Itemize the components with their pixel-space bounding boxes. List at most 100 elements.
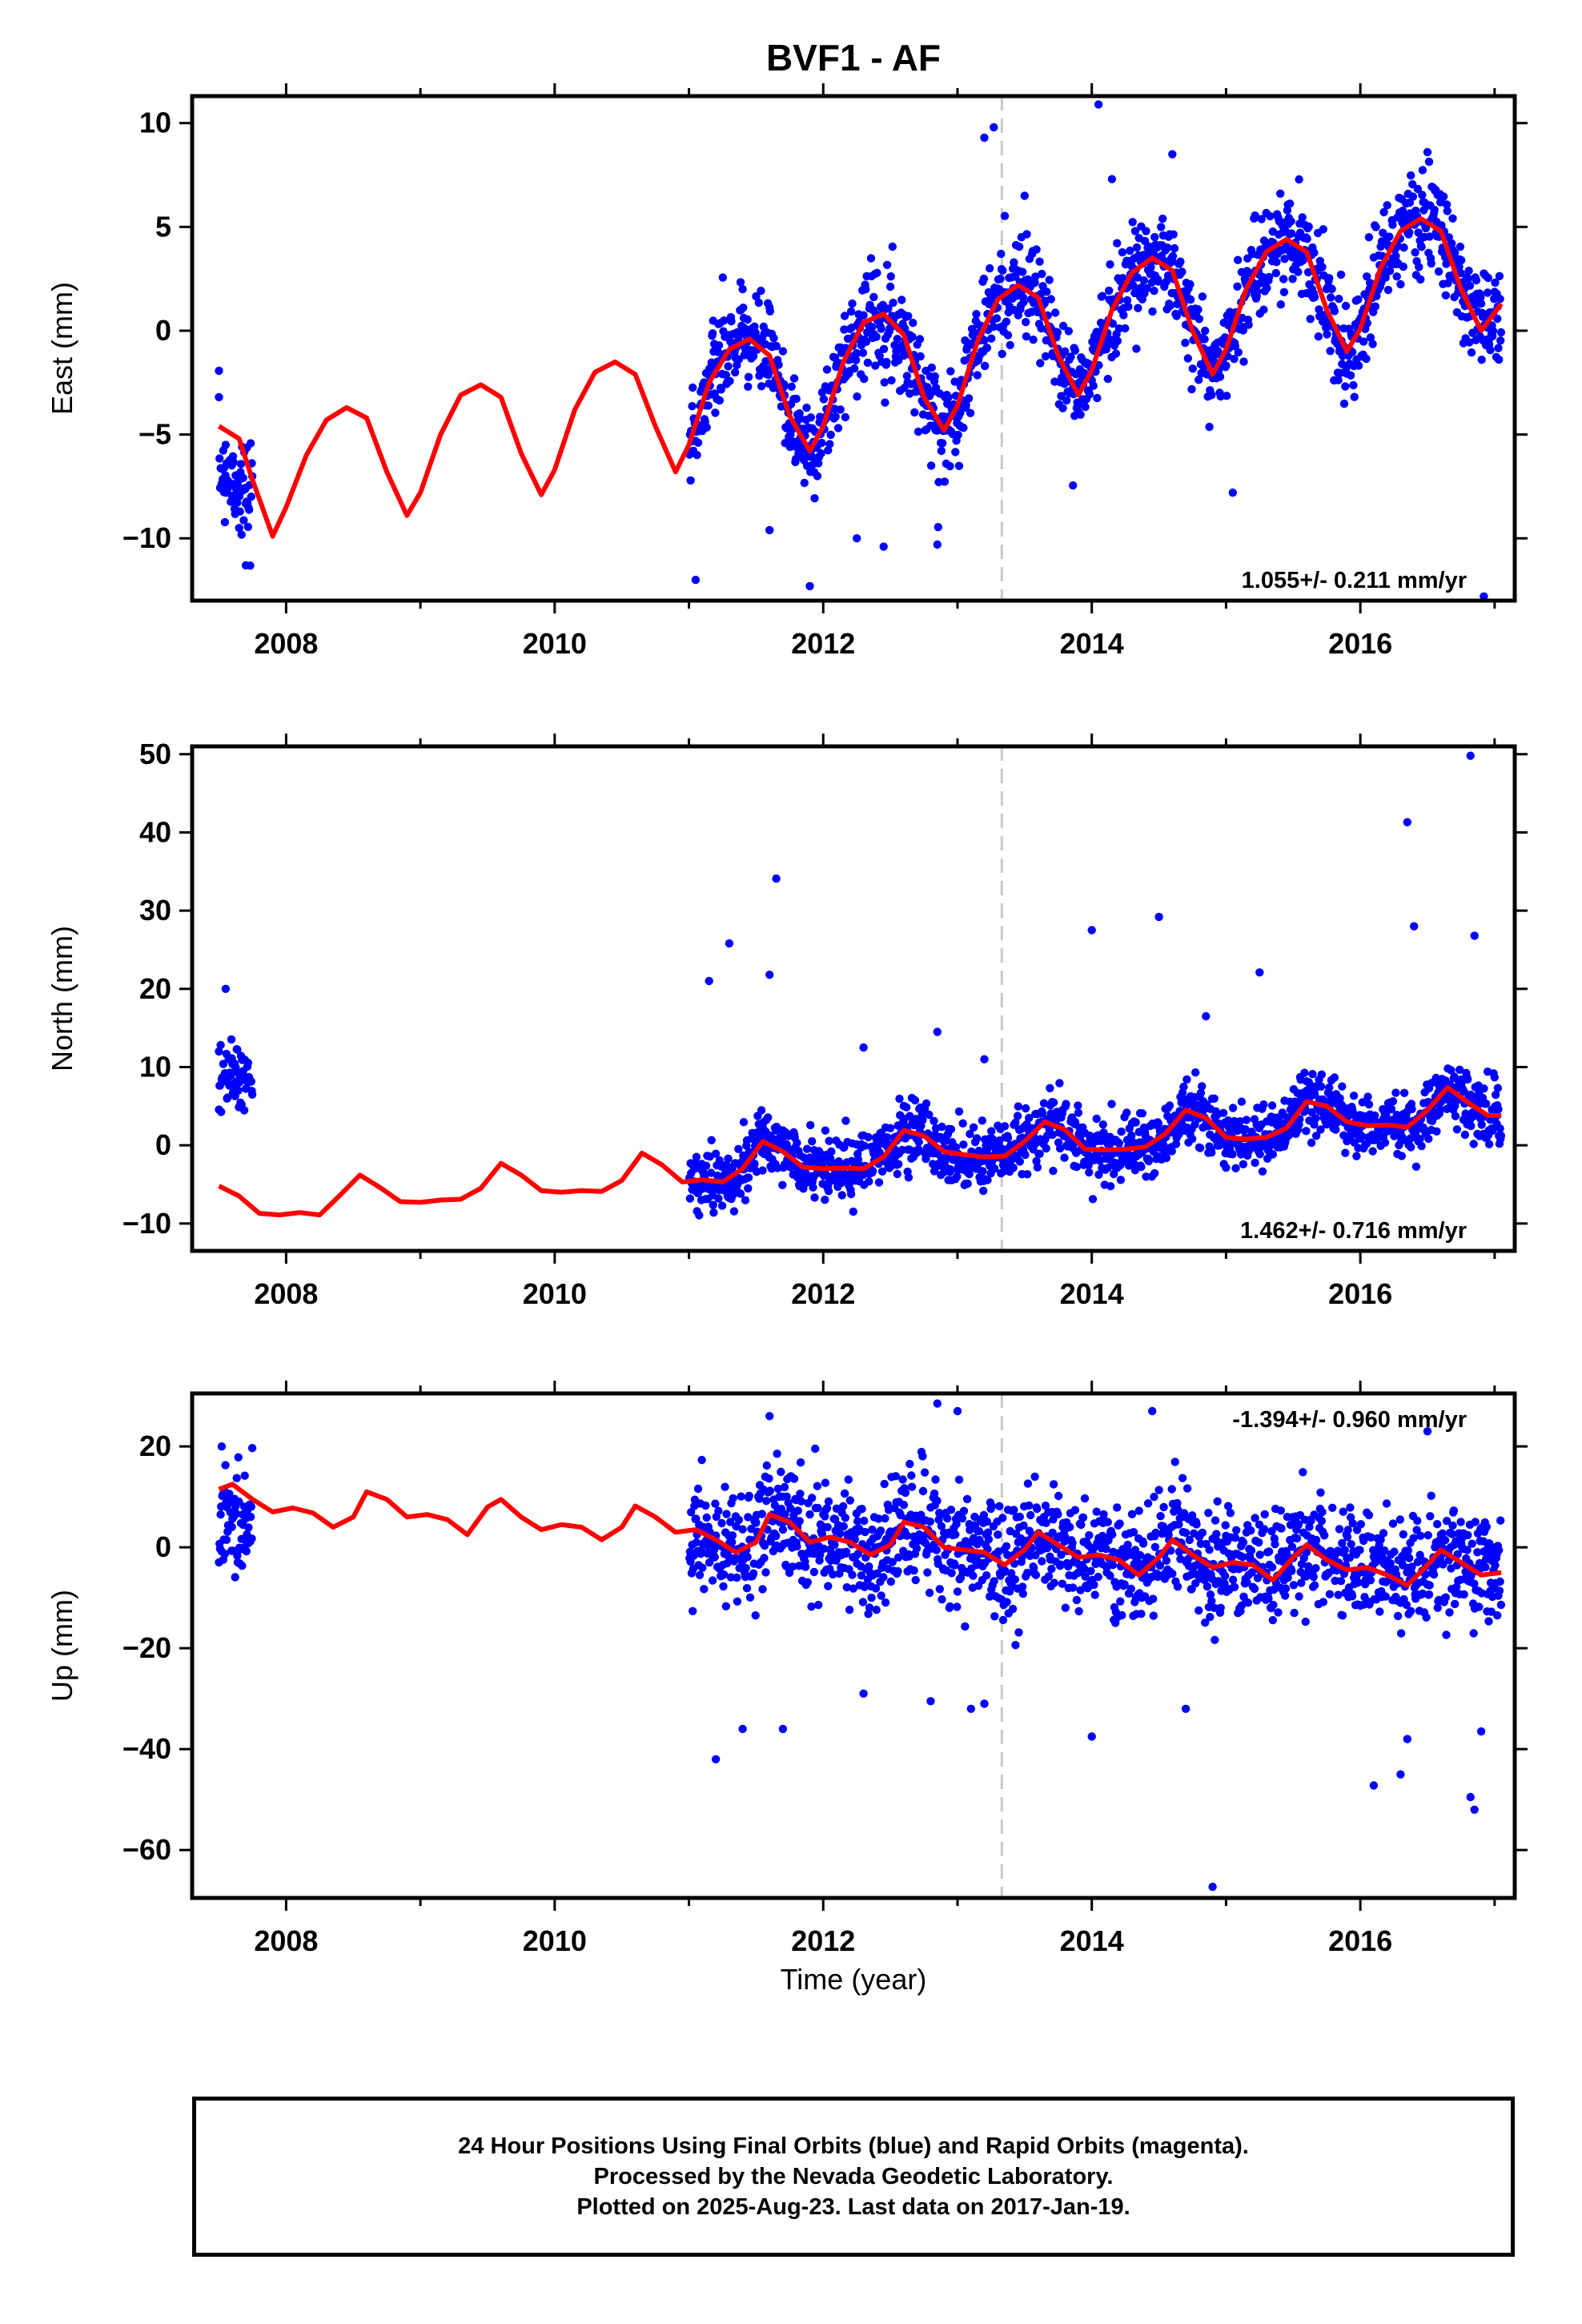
data-point xyxy=(966,1129,974,1139)
data-point xyxy=(1287,1542,1297,1551)
data-point xyxy=(247,1090,257,1100)
data-point xyxy=(1463,1546,1472,1554)
data-point xyxy=(1426,1512,1435,1521)
data-point xyxy=(881,1514,889,1523)
data-point xyxy=(1260,1510,1269,1519)
x-tick-label: 2012 xyxy=(791,1924,855,1957)
data-point xyxy=(982,1571,991,1580)
data-point xyxy=(215,454,224,463)
data-point xyxy=(1111,349,1121,358)
data-point xyxy=(885,1124,895,1132)
data-point xyxy=(802,1144,812,1153)
data-point xyxy=(1424,1590,1434,1599)
data-point xyxy=(723,1558,732,1568)
data-point xyxy=(1268,1150,1278,1159)
data-point xyxy=(1192,1520,1201,1529)
outlier-point xyxy=(765,971,774,979)
data-point xyxy=(1041,352,1050,361)
data-point xyxy=(821,1478,830,1487)
data-point xyxy=(1359,337,1368,346)
data-point xyxy=(1287,229,1296,238)
data-point xyxy=(1150,1168,1159,1178)
data-point xyxy=(1194,305,1203,314)
data-point xyxy=(1173,1582,1182,1591)
data-point xyxy=(1407,1606,1415,1616)
data-point xyxy=(1162,1153,1171,1163)
data-point xyxy=(1465,281,1475,290)
data-point xyxy=(946,367,955,376)
data-point xyxy=(817,449,825,458)
data-point xyxy=(1294,267,1303,276)
data-point xyxy=(1441,1593,1451,1602)
data-point xyxy=(1198,292,1207,301)
data-point xyxy=(1343,1526,1352,1534)
outlier-point xyxy=(1107,175,1117,183)
x-tick-label: 2014 xyxy=(1060,1277,1124,1310)
data-point xyxy=(1010,1506,1018,1514)
data-point xyxy=(953,1172,962,1181)
data-point xyxy=(721,1482,729,1491)
data-point xyxy=(1057,1550,1066,1559)
data-point xyxy=(796,1458,805,1467)
data-point xyxy=(871,1584,881,1593)
data-point xyxy=(1187,384,1196,394)
data-point xyxy=(692,1152,701,1161)
data-point xyxy=(1292,1534,1302,1543)
data-point xyxy=(930,1167,939,1176)
data-point xyxy=(1239,357,1248,366)
data-point xyxy=(713,348,722,356)
data-point xyxy=(1132,243,1142,252)
data-point xyxy=(1496,1124,1504,1133)
data-point xyxy=(1139,276,1149,285)
data-point xyxy=(915,335,925,344)
data-point xyxy=(1187,1134,1197,1144)
data-point xyxy=(1142,227,1150,235)
data-point xyxy=(1327,284,1336,294)
data-point xyxy=(1226,1509,1235,1518)
data-point xyxy=(992,314,1002,323)
data-point xyxy=(1092,1507,1101,1516)
outlier-point xyxy=(805,581,814,591)
data-point xyxy=(1223,1502,1233,1510)
data-point xyxy=(244,1523,253,1532)
data-point xyxy=(978,1167,987,1176)
caption-line-2: Processed by the Nevada Geodetic Laborat… xyxy=(593,2164,1114,2189)
data-point xyxy=(1492,1090,1500,1100)
y-tick-label: −5 xyxy=(139,418,171,451)
data-point xyxy=(973,371,982,380)
data-point xyxy=(1127,1131,1136,1140)
data-point xyxy=(1317,1517,1327,1526)
data-point xyxy=(1496,1131,1506,1140)
data-point xyxy=(1415,1135,1424,1144)
data-point xyxy=(1178,267,1186,276)
data-point xyxy=(743,315,752,324)
data-point xyxy=(1211,1635,1219,1644)
outlier-point xyxy=(1410,922,1419,931)
data-point xyxy=(1467,348,1476,357)
data-point xyxy=(824,1497,833,1506)
data-point xyxy=(772,1531,781,1541)
data-point xyxy=(965,1169,974,1179)
data-point xyxy=(1018,1589,1028,1598)
data-point xyxy=(1128,218,1137,227)
data-point xyxy=(954,1107,964,1116)
data-point xyxy=(737,1492,745,1501)
data-point xyxy=(911,1575,920,1585)
data-point xyxy=(987,1127,996,1136)
data-point xyxy=(743,1553,752,1562)
data-point xyxy=(778,347,788,356)
data-point xyxy=(1381,1592,1390,1601)
data-point xyxy=(1290,1608,1299,1618)
data-point xyxy=(1149,1594,1158,1603)
data-point xyxy=(1379,1529,1388,1538)
data-point xyxy=(1120,1580,1129,1589)
data-point xyxy=(806,1120,815,1130)
data-point xyxy=(860,1582,869,1591)
data-point xyxy=(902,1103,911,1112)
data-point xyxy=(1122,1108,1131,1117)
data-point xyxy=(1281,1584,1291,1593)
data-point xyxy=(1271,1540,1279,1549)
data-point xyxy=(220,1550,230,1558)
data-point xyxy=(998,1514,1007,1522)
outlier-point xyxy=(859,1689,868,1698)
